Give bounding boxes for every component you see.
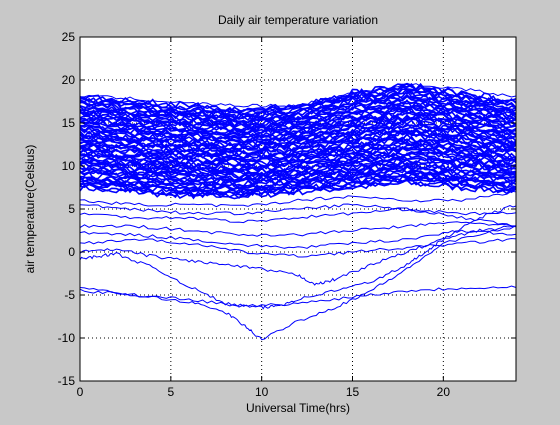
series-line (79, 225, 517, 286)
band-line (79, 118, 517, 145)
series-line (79, 229, 517, 249)
series-line (79, 190, 517, 208)
series-line (79, 237, 517, 258)
y-tick-label: 25 (62, 30, 76, 44)
y-tick-label: 0 (68, 245, 75, 259)
x-tick-label: 0 (77, 385, 84, 399)
x-tick-label: 5 (167, 385, 174, 399)
band-line (79, 143, 517, 168)
band-line (79, 82, 517, 114)
y-tick-label: -10 (58, 331, 76, 345)
y-tick-label: 15 (62, 116, 76, 130)
series-line (79, 203, 517, 216)
series-line (79, 207, 517, 227)
chart-title: Daily air temperature variation (218, 13, 378, 27)
dense-band-layer (79, 82, 517, 200)
series-line (79, 225, 517, 341)
band-line (79, 152, 517, 176)
y-tick-label: 5 (68, 202, 75, 216)
y-axis-label: air temperature(Celsius) (23, 145, 37, 274)
band-line (79, 98, 517, 130)
y-tick-label: -5 (64, 288, 75, 302)
series-line (79, 285, 517, 308)
y-tick-label: 20 (62, 73, 76, 87)
band-line (79, 87, 517, 119)
band-line (79, 105, 517, 136)
x-tick-label: 15 (346, 385, 360, 399)
y-tick-label: 10 (62, 159, 76, 173)
x-tick-label: 10 (255, 385, 269, 399)
x-axis-label: Universal Time(hrs) (246, 401, 350, 415)
series-line (79, 221, 517, 237)
series-layer (79, 82, 517, 341)
y-tick-label: -15 (58, 374, 76, 388)
series-line (79, 205, 517, 310)
x-tick-label: 20 (437, 385, 451, 399)
band-line (79, 175, 517, 197)
series-line (79, 82, 517, 108)
band-line (79, 138, 517, 163)
band-line (79, 128, 517, 154)
tick-layer: 0 5 10 15 20 -15 -10 -5 0 5 10 15 20 25 (58, 30, 516, 399)
